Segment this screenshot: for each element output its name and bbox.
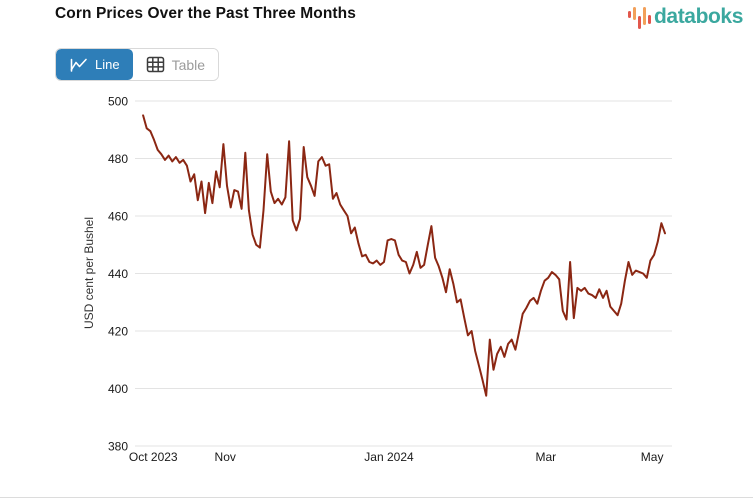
line-chart-icon — [70, 58, 87, 72]
y-tick-label: 460 — [108, 210, 128, 224]
y-tick-label: 440 — [108, 267, 128, 281]
line-view-button[interactable]: Line — [56, 49, 133, 80]
y-tick-label: 380 — [108, 440, 128, 454]
y-tick-label: 400 — [108, 382, 128, 396]
y-tick-label: 420 — [108, 325, 128, 339]
x-tick-label: Oct 2023 — [129, 450, 178, 464]
logo-text: databoks — [654, 5, 743, 28]
logo-bars-icon — [627, 4, 651, 30]
x-tick-label: Mar — [535, 450, 556, 464]
page-title: Corn Prices Over the Past Three Months — [55, 5, 356, 22]
table-grid-icon — [146, 56, 164, 73]
price-line-chart: 380 400 420 440 460 480 500 Oct 2023 Nov Jan 2024… — [82, 95, 672, 464]
databoks-logo: databoks — [627, 4, 743, 30]
view-toggle: Line Table — [55, 48, 220, 81]
y-tick-label: 480 — [108, 152, 128, 166]
x-tick-label: May — [641, 450, 664, 464]
table-view-button[interactable]: Table — [132, 49, 219, 80]
chart-area: 380 400 420 440 460 480 500 Oct 2023 Nov Jan 2024… — [80, 92, 680, 477]
price-series-line — [142, 114, 666, 397]
table-button-label: Table — [171, 56, 206, 73]
line-button-label: Line — [95, 57, 120, 72]
y-axis-title: USD cent per Bushel — [82, 217, 96, 329]
x-tick-label: Nov — [215, 450, 236, 464]
y-tick-label: 500 — [108, 95, 128, 109]
x-tick-label: Jan 2024 — [364, 450, 414, 464]
